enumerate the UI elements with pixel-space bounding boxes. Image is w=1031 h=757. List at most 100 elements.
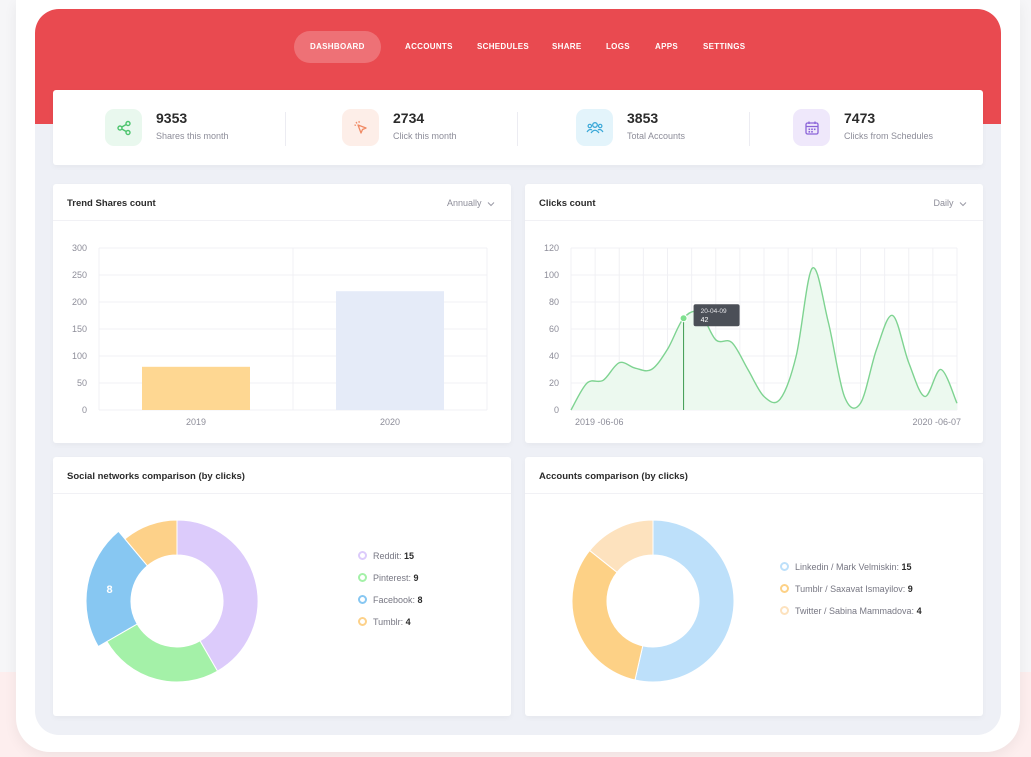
y-tick-label: 0 xyxy=(82,405,87,415)
legend-label: Tumblr: xyxy=(373,617,406,627)
legend-item[interactable]: Facebook: 8 xyxy=(358,593,423,615)
tooltip-date: 20-04-09 xyxy=(701,308,727,315)
stat-accounts: 3853 Total Accounts xyxy=(576,108,756,148)
hover-point[interactable] xyxy=(679,314,688,323)
legend-dot-icon xyxy=(780,584,789,593)
stat-label: Click this month xyxy=(393,131,457,141)
legend-item[interactable]: Twitter / Sabina Mammadova: 4 xyxy=(780,604,922,626)
bar-2020[interactable] xyxy=(336,291,444,410)
clicks-count-card: Clicks count Daily 0 20 40 60 80 100 120 20-04-… xyxy=(525,184,983,443)
period-dropdown-label: Daily xyxy=(933,198,954,208)
legend-dot-icon xyxy=(358,595,367,604)
stat-shares: 9353 Shares this month xyxy=(105,108,285,148)
stat-label: Shares this month xyxy=(156,131,229,141)
legend-value: 15 xyxy=(901,562,912,572)
cursor-click-icon xyxy=(353,120,367,134)
nav-item-settings[interactable]: SETTINGS xyxy=(703,42,746,51)
legend-dot-icon xyxy=(358,551,367,560)
legend-label: Pinterest: xyxy=(373,573,414,583)
stat-divider xyxy=(749,112,750,146)
card-title: Clicks count xyxy=(539,198,596,209)
stat-value: 3853 xyxy=(627,110,659,126)
stat-label: Total Accounts xyxy=(627,131,686,141)
slice-tumblr[interactable] xyxy=(571,549,644,681)
slice-value-label: 8 xyxy=(106,584,112,596)
period-dropdown[interactable]: Daily xyxy=(933,198,967,208)
accounts-comparison-legend: Linkedin / Mark Velmiskin: 15 Tumblr / Sa… xyxy=(780,560,922,626)
stat-value: 7473 xyxy=(844,110,876,126)
card-divider xyxy=(525,220,983,221)
stat-icon-box xyxy=(576,109,613,146)
nav-item-share[interactable]: SHARE xyxy=(552,42,582,51)
y-tick-label: 120 xyxy=(544,243,559,253)
y-tick-label: 250 xyxy=(72,270,87,280)
card-divider xyxy=(53,493,511,494)
legend-value: 15 xyxy=(404,551,415,561)
slice-linkedin[interactable] xyxy=(634,519,735,683)
stats-panel: 9353 Shares this month 2734 Click this m… xyxy=(53,90,983,165)
share-icon xyxy=(116,120,131,135)
y-tick-label: 20 xyxy=(549,378,559,388)
card-divider xyxy=(53,220,511,221)
stat-divider xyxy=(517,112,518,146)
stat-value: 9353 xyxy=(156,110,188,126)
legend-dot-icon xyxy=(780,562,789,571)
slice-pinterest[interactable] xyxy=(106,623,219,683)
bar-2019[interactable] xyxy=(142,366,250,410)
stat-value: 2734 xyxy=(393,110,425,126)
nav-item-dashboard[interactable]: DASHBOARD xyxy=(294,31,381,63)
social-networks-donut: 8 xyxy=(85,519,259,683)
chevron-down-icon xyxy=(959,201,967,206)
chevron-down-icon xyxy=(487,201,495,206)
main-nav: DASHBOARD ACCOUNTS SCHEDULES SHARE LOGS … xyxy=(35,31,1001,63)
nav-item-accounts[interactable]: ACCOUNTS xyxy=(405,42,453,51)
y-tick-label: 100 xyxy=(72,351,87,361)
nav-item-apps[interactable]: APPS xyxy=(655,42,678,51)
calendar-icon xyxy=(804,121,819,135)
trend-shares-card: Trend Shares count Annually 0 50 100 150 200… xyxy=(53,184,511,443)
legend-item[interactable]: Reddit: 15 xyxy=(358,549,423,571)
legend-item[interactable]: Tumblr / Saxavat Ismayilov: 9 xyxy=(780,582,922,604)
legend-dot-icon xyxy=(780,606,789,615)
x-tick-label: 2019 xyxy=(186,417,206,427)
legend-dot-icon xyxy=(358,617,367,626)
nav-item-schedules[interactable]: SCHEDULES xyxy=(477,42,530,51)
stat-divider xyxy=(285,112,286,146)
card-title: Accounts comparison (by clicks) xyxy=(539,471,688,482)
legend-label: Linkedin / Mark Velmiskin: xyxy=(795,562,902,572)
clicks-count-chart: 0 20 40 60 80 100 120 20-04-09 42 2019 -06-06 2020… xyxy=(544,243,961,427)
card-title: Social networks comparison (by clicks) xyxy=(67,471,245,482)
chart-tooltip: 20-04-09 42 xyxy=(693,304,740,327)
legend-label: Reddit: xyxy=(373,551,405,561)
slice-twitter[interactable] xyxy=(588,519,654,574)
x-tick-label: 2019 -06-06 xyxy=(575,417,624,427)
stat-icon-box xyxy=(342,109,379,146)
card-title: Trend Shares count xyxy=(67,198,156,209)
legend-item[interactable]: Tumblr: 4 xyxy=(358,615,423,637)
y-tick-label: 0 xyxy=(554,405,559,415)
slice-facebook[interactable] xyxy=(85,530,149,648)
legend-item[interactable]: Linkedin / Mark Velmiskin: 15 xyxy=(780,560,922,582)
legend-value: 9 xyxy=(413,573,419,583)
nav-item-logs[interactable]: LOGS xyxy=(606,42,630,51)
y-tick-label: 300 xyxy=(72,243,87,253)
dashboard-app: DASHBOARD ACCOUNTS SCHEDULES SHARE LOGS … xyxy=(35,9,1001,735)
period-dropdown[interactable]: Annually xyxy=(447,198,495,208)
y-tick-label: 60 xyxy=(549,324,559,334)
y-tick-label: 50 xyxy=(77,378,87,388)
legend-item[interactable]: Pinterest: 9 xyxy=(358,571,423,593)
tooltip-box xyxy=(693,304,740,327)
accounts-comparison-donut xyxy=(571,519,735,683)
stat-schedules: 7473 Clicks from Schedules xyxy=(793,108,973,148)
legend-value: 8 xyxy=(417,595,423,605)
users-icon xyxy=(586,121,603,133)
x-tick-label: 2020 -06-07 xyxy=(912,417,961,427)
clicks-line[interactable] xyxy=(570,267,958,411)
slice-reddit[interactable] xyxy=(176,519,259,672)
slice-tumblr[interactable] xyxy=(124,519,178,567)
legend-label: Facebook: xyxy=(373,595,418,605)
y-tick-label: 100 xyxy=(544,270,559,280)
social-networks-legend: Reddit: 15 Pinterest: 9 Facebook: 8 Tumblr:… xyxy=(358,549,423,637)
stat-icon-box xyxy=(793,109,830,146)
clicks-area-fill xyxy=(571,267,957,410)
